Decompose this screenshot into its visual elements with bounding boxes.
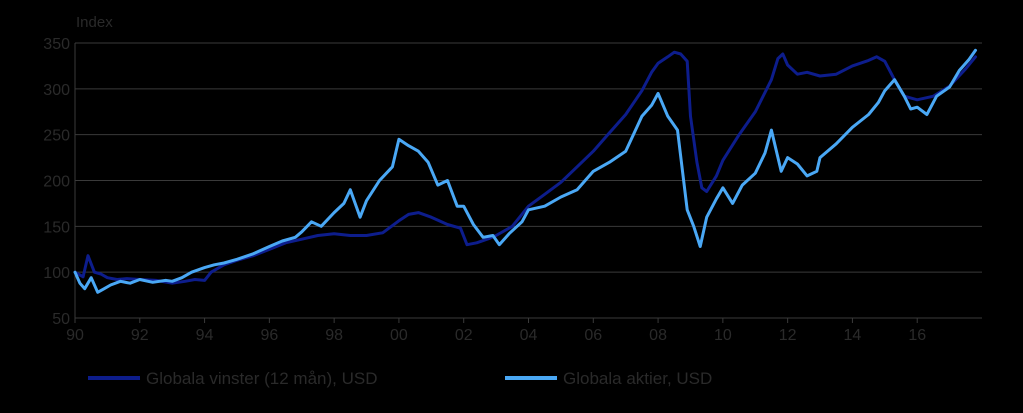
x-tick-label: 12 xyxy=(779,327,797,344)
x-tick-label: 08 xyxy=(649,327,667,344)
y-axis-label: Index xyxy=(76,14,113,31)
axes xyxy=(74,43,982,323)
x-tick-label: 00 xyxy=(390,327,408,344)
x-tick-label: 04 xyxy=(520,327,538,344)
y-tick-label: 100 xyxy=(43,265,70,282)
x-tick-label: 02 xyxy=(455,327,473,344)
series-lines xyxy=(73,48,977,294)
y-tick-label: 300 xyxy=(43,82,70,99)
x-tick-labels: 90 92 94 96 98 00 02 04 06 08 10 12 14 16 xyxy=(66,327,926,344)
y-tick-label: 250 xyxy=(43,128,70,145)
x-tick-label: 16 xyxy=(908,327,926,344)
y-tick-label: 200 xyxy=(43,174,70,191)
legend-label-globala-vinster: Globala vinster (12 mån), USD xyxy=(146,369,377,388)
legend-label-globala-aktier: Globala aktier, USD xyxy=(563,369,712,388)
series-line-globala-aktier xyxy=(73,48,977,294)
x-tick-label: 96 xyxy=(260,327,278,344)
y-tick-label: 50 xyxy=(52,311,70,328)
x-tick-label: 98 xyxy=(325,327,343,344)
y-tick-labels: 50 100 150 200 250 300 350 xyxy=(43,36,70,328)
x-tick-label: 92 xyxy=(131,327,149,344)
gridlines xyxy=(75,42,982,273)
legend: Globala vinster (12 mån), USD Globala ak… xyxy=(88,369,712,388)
x-tick-label: 06 xyxy=(584,327,602,344)
x-tick-label: 94 xyxy=(196,327,214,344)
series-line-globala-vinster xyxy=(73,50,977,285)
x-tick-label: 90 xyxy=(66,327,84,344)
x-tick-label: 10 xyxy=(714,327,732,344)
y-tick-label: 350 xyxy=(43,36,70,53)
y-tick-label: 150 xyxy=(43,219,70,236)
x-tick-label: 14 xyxy=(844,327,862,344)
